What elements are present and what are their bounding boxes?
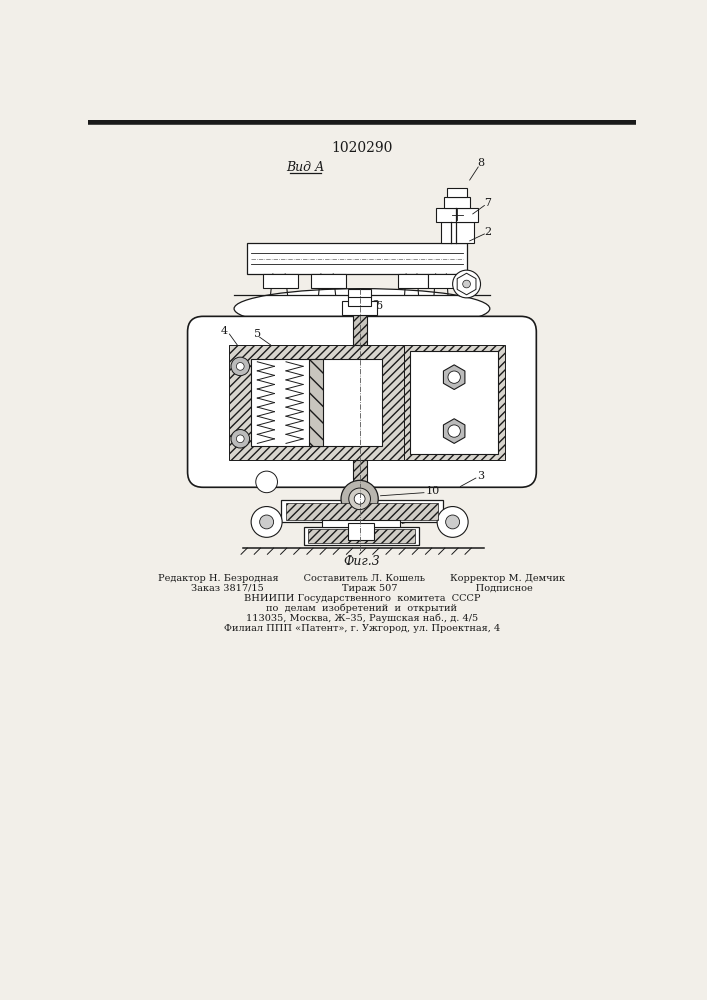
Bar bbox=[309, 359, 323, 446]
Bar bbox=[263, 274, 298, 288]
Bar bbox=[448, 188, 467, 197]
Text: 6: 6 bbox=[375, 301, 382, 311]
Bar bbox=[286, 503, 438, 520]
Circle shape bbox=[231, 357, 250, 376]
Circle shape bbox=[462, 280, 470, 288]
FancyBboxPatch shape bbox=[187, 316, 537, 487]
Text: 5: 5 bbox=[254, 329, 261, 339]
Text: Вид А: Вид А bbox=[286, 161, 325, 174]
Bar bbox=[436, 208, 478, 222]
Polygon shape bbox=[457, 273, 476, 295]
Text: 12: 12 bbox=[426, 514, 440, 524]
Text: 11: 11 bbox=[426, 500, 440, 510]
Text: 2: 2 bbox=[484, 227, 491, 237]
Bar bbox=[353, 301, 367, 345]
Bar bbox=[309, 359, 323, 446]
Circle shape bbox=[231, 430, 250, 448]
Bar bbox=[348, 296, 371, 306]
Circle shape bbox=[236, 363, 244, 370]
Circle shape bbox=[448, 425, 460, 437]
Circle shape bbox=[251, 507, 282, 537]
Bar bbox=[251, 359, 382, 446]
Bar bbox=[398, 274, 428, 288]
Bar bbox=[247, 243, 467, 274]
Polygon shape bbox=[443, 419, 465, 443]
Bar bbox=[348, 289, 371, 297]
Bar bbox=[353, 301, 367, 345]
Circle shape bbox=[452, 270, 481, 298]
Text: 1020290: 1020290 bbox=[332, 141, 392, 155]
Text: Фиг.3: Фиг.3 bbox=[344, 555, 380, 568]
Bar bbox=[410, 351, 498, 454]
Text: Редактор Н. Безродная        Составитель Л. Кошель        Корректор М. Демчик: Редактор Н. Безродная Составитель Л. Кош… bbox=[158, 574, 566, 583]
Bar bbox=[441, 222, 474, 243]
Circle shape bbox=[445, 515, 460, 529]
Circle shape bbox=[259, 515, 274, 529]
Bar bbox=[322, 520, 400, 527]
Text: ВНИИПИ Государственного  комитета  СССР: ВНИИПИ Государственного комитета СССР bbox=[244, 594, 480, 603]
Bar bbox=[348, 523, 374, 540]
Bar bbox=[311, 274, 346, 288]
Text: Фиг.2: Фиг.2 bbox=[344, 300, 380, 313]
Bar bbox=[444, 197, 470, 208]
Text: 8: 8 bbox=[478, 158, 485, 168]
Circle shape bbox=[448, 371, 460, 383]
Circle shape bbox=[349, 488, 370, 510]
Bar bbox=[404, 345, 505, 460]
Circle shape bbox=[256, 471, 277, 493]
Bar bbox=[353, 460, 367, 503]
Text: Филиал ППП «Патент», г. Ужгород, ул. Проектная, 4: Филиал ППП «Патент», г. Ужгород, ул. Про… bbox=[224, 624, 500, 633]
Ellipse shape bbox=[234, 289, 490, 329]
Text: по  делам  изобретений  и  открытий: по делам изобретений и открытий bbox=[267, 603, 457, 613]
Text: 7: 7 bbox=[484, 198, 491, 208]
Circle shape bbox=[341, 480, 378, 517]
Bar bbox=[308, 529, 414, 543]
Bar bbox=[353, 460, 367, 503]
Text: 3: 3 bbox=[477, 471, 484, 481]
Circle shape bbox=[354, 493, 365, 504]
Bar bbox=[230, 345, 404, 460]
Text: Заказ 3817/15                         Тираж 507                         Подписно: Заказ 3817/15 Тираж 507 Подписно bbox=[191, 584, 533, 593]
Bar bbox=[341, 301, 378, 315]
Text: 4: 4 bbox=[221, 326, 228, 336]
Bar bbox=[304, 527, 419, 545]
Text: 10: 10 bbox=[426, 486, 440, 496]
Bar bbox=[428, 274, 457, 288]
Circle shape bbox=[437, 507, 468, 537]
Text: 113035, Москва, Ж–35, Раушская наб., д. 4/5: 113035, Москва, Ж–35, Раушская наб., д. … bbox=[246, 613, 478, 623]
Bar bbox=[281, 500, 443, 522]
Polygon shape bbox=[443, 365, 465, 389]
Circle shape bbox=[236, 435, 244, 443]
